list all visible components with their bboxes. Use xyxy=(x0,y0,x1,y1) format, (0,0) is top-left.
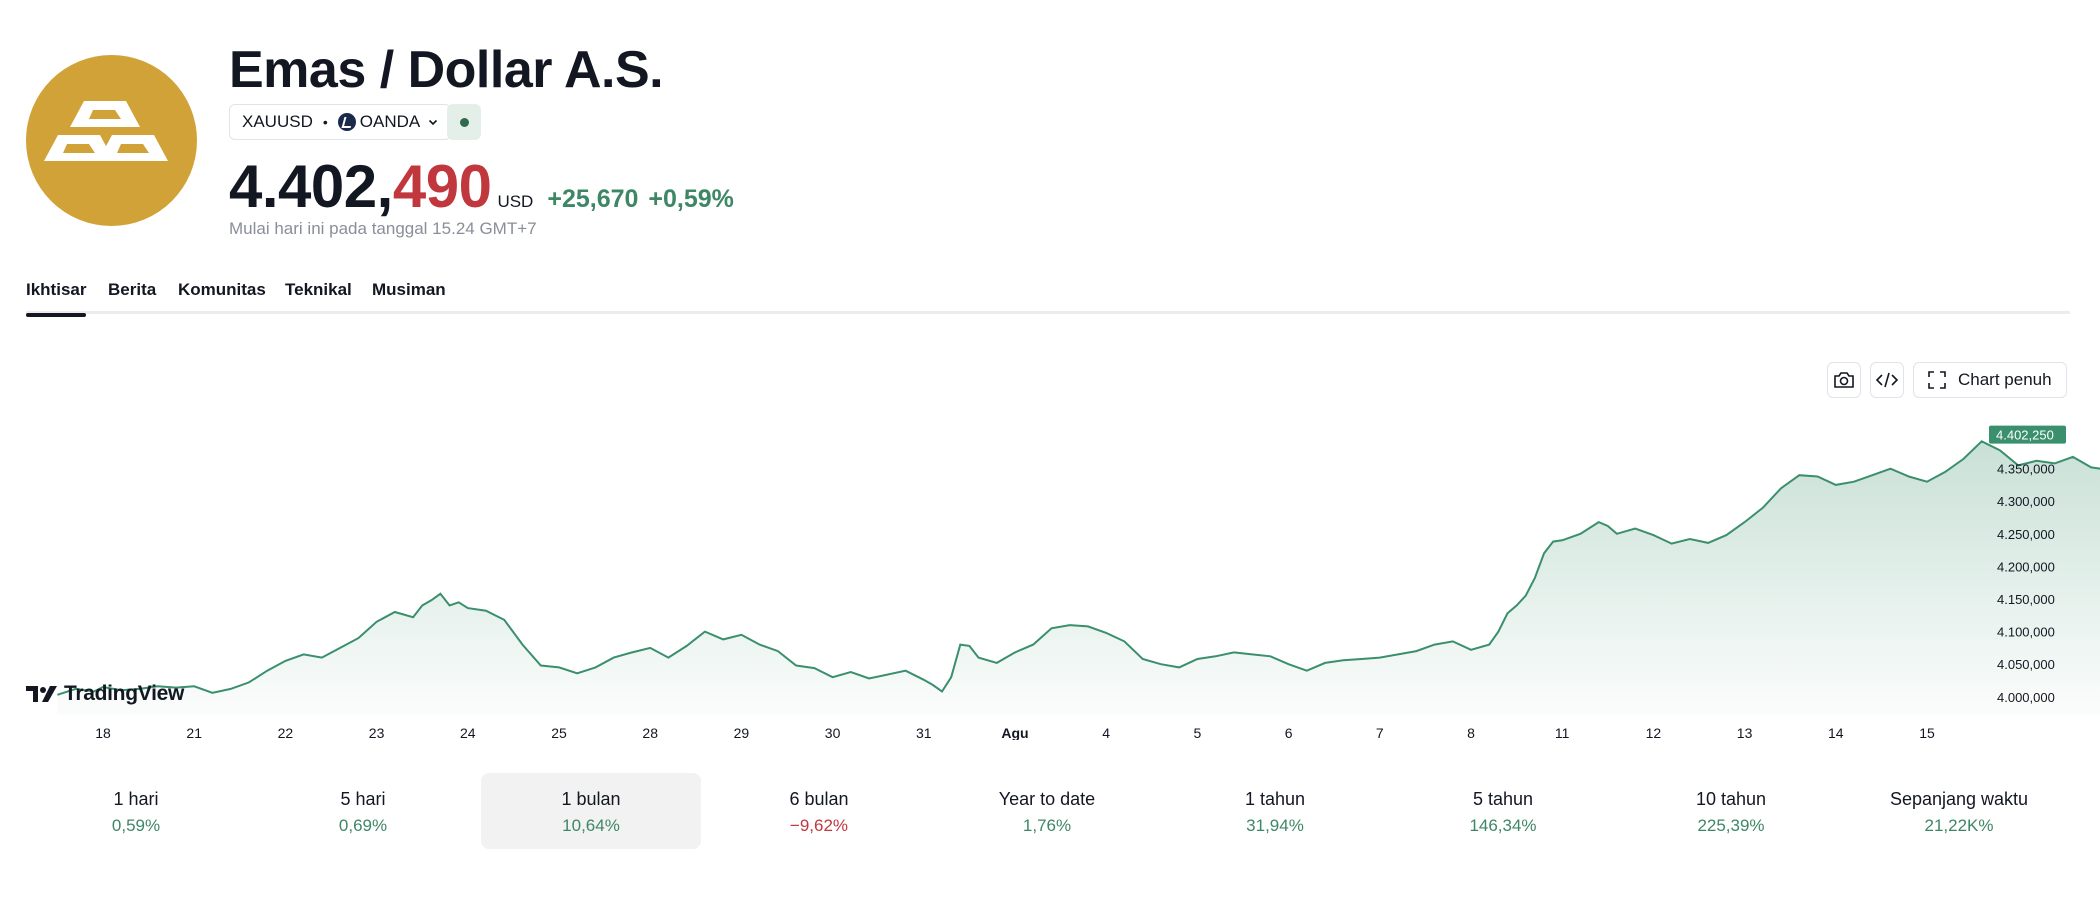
x-tick-label: 21 xyxy=(186,725,202,740)
period-return: 0,69% xyxy=(338,816,388,835)
period-performance-selector: 1 hari 0,59% 5 hari 0,69% 1 bulan 10,64%… xyxy=(26,773,2070,849)
gold-bars-logo xyxy=(26,55,197,226)
period-label: 5 tahun xyxy=(1472,789,1534,809)
period-10-year[interactable]: 10 tahun 225,39% xyxy=(1621,773,1841,849)
tab-ikhtisar[interactable]: Ikhtisar xyxy=(26,280,87,317)
last-price-tag-bg xyxy=(1989,425,2066,444)
snapshot-button[interactable] xyxy=(1827,362,1861,398)
x-tick-label: 29 xyxy=(734,725,750,740)
x-tick-label: 11 xyxy=(1555,725,1570,740)
page-title: Emas / Dollar A.S. xyxy=(229,41,664,99)
price-timestamp-note: Mulai hari ini pada tanggal 15.24 GMT+7 xyxy=(229,219,537,238)
brand-name: TradingView xyxy=(64,682,185,705)
period-return: 225,39% xyxy=(1697,816,1765,835)
x-tick-label: 25 xyxy=(551,725,567,740)
y-tick-label: 4.200,000 xyxy=(1997,559,2055,574)
tradingview-logo[interactable]: TradingView xyxy=(26,682,184,706)
x-tick-label: 12 xyxy=(1646,725,1662,740)
camera-icon xyxy=(1834,372,1854,388)
period-6-month[interactable]: 6 bulan −9,62% xyxy=(709,773,929,849)
exchange-label: OANDA xyxy=(359,112,421,131)
tab-musiman[interactable]: Musiman xyxy=(372,280,446,299)
period-5-year[interactable]: 5 tahun 146,34% xyxy=(1393,773,1613,849)
chart-area-fill xyxy=(57,441,2100,715)
fullscreen-icon xyxy=(1928,371,1946,389)
y-axis: 4.350,000 4.300,000 4.250,000 4.200,000 4.15… xyxy=(1997,462,2055,705)
period-label: Year to date xyxy=(998,789,1096,809)
period-label: 10 tahun xyxy=(1695,789,1767,809)
x-tick-label: 6 xyxy=(1285,725,1293,740)
period-all-time[interactable]: Sepanjang waktu 21,22K% xyxy=(1849,773,2069,849)
x-tick-label: 13 xyxy=(1737,725,1753,740)
y-tick-label: 4.050,000 xyxy=(1997,657,2055,672)
x-tick-label: 23 xyxy=(369,725,385,740)
section-tabs: Ikhtisar Berita Komunitas Teknikal Musim… xyxy=(26,280,2070,317)
x-tick-label: 15 xyxy=(1919,725,1935,740)
price-currency: USD xyxy=(497,192,534,211)
period-year-to-date[interactable]: Year to date 1,76% xyxy=(937,773,1157,849)
price-area-chart[interactable]: 18 21 22 23 24 25 28 29 30 31 Agu 4 5 6 7 8 11 12 13 14 15 4… xyxy=(0,410,2100,740)
chevron-down-icon xyxy=(429,119,438,126)
x-tick-label: 18 xyxy=(95,725,111,740)
gold-bars-icon xyxy=(44,101,168,161)
y-tick-label: 4.100,000 xyxy=(1997,625,2055,640)
period-return: 146,34% xyxy=(1469,816,1537,835)
tab-berita[interactable]: Berita xyxy=(108,280,157,299)
tab-teknikal[interactable]: Teknikal xyxy=(285,280,352,299)
y-tick-label: 4.000,000 xyxy=(1997,690,2055,705)
full-chart-button[interactable]: Chart penuh xyxy=(1913,362,2067,398)
market-open-dot-icon xyxy=(459,117,469,127)
y-tick-label: 4.150,000 xyxy=(1997,592,2055,607)
last-price-tag: 4.402,250 xyxy=(1989,425,2066,444)
period-label: 1 hari xyxy=(113,789,159,809)
period-label: 1 tahun xyxy=(1244,789,1306,809)
period-label: 1 bulan xyxy=(561,789,621,809)
price-change-percent: +0,59% xyxy=(648,185,734,213)
x-tick-label: 22 xyxy=(278,725,294,740)
period-5-day[interactable]: 5 hari 0,69% xyxy=(253,773,473,849)
embed-code-button[interactable] xyxy=(1870,362,1904,398)
chart-series-line xyxy=(57,440,2100,696)
period-return: 0,59% xyxy=(111,816,161,835)
code-icon xyxy=(1875,372,1899,388)
full-chart-label: Chart penuh xyxy=(1958,370,2052,389)
period-return: 10,64% xyxy=(562,816,620,835)
tab-komunitas[interactable]: Komunitas xyxy=(178,280,266,299)
x-tick-label: 4 xyxy=(1102,725,1110,740)
price-change: +25,670 xyxy=(547,185,639,213)
price-tail: 490 xyxy=(392,153,492,220)
symbol-exchange-selector[interactable]: XAUUSD • OANDA xyxy=(229,104,452,140)
y-tick-label: 4.300,000 xyxy=(1997,494,2055,509)
period-label: 6 bulan xyxy=(789,789,849,809)
period-label: 5 hari xyxy=(340,789,386,809)
period-1-month[interactable]: 1 bulan 10,64% xyxy=(481,773,701,849)
x-tick-label: 31 xyxy=(916,725,932,740)
x-tick-label: 30 xyxy=(825,725,841,740)
x-tick-label: 24 xyxy=(460,725,476,740)
period-label: Sepanjang waktu xyxy=(1889,789,2029,809)
price-row: 4.402, 490 USD +25,670 +0,59% xyxy=(229,152,734,221)
market-status-badge[interactable] xyxy=(447,104,481,140)
x-tick-label: 5 xyxy=(1194,725,1202,740)
period-return: 21,22K% xyxy=(1924,816,1994,835)
period-1-year[interactable]: 1 tahun 31,94% xyxy=(1165,773,1385,849)
tradingview-icon xyxy=(26,686,57,702)
period-1-day[interactable]: 1 hari 0,59% xyxy=(26,773,246,849)
y-tick-label: 4.350,000 xyxy=(1997,462,2055,477)
x-axis: 18 21 22 23 24 25 28 29 30 31 Agu 4 5 6 7 8 11 12 13 14 15 xyxy=(95,725,1935,740)
x-tick-label: 8 xyxy=(1467,725,1475,740)
x-tick-label: 7 xyxy=(1376,725,1384,740)
x-tick-label: 14 xyxy=(1828,725,1844,740)
period-return: 31,94% xyxy=(1246,816,1304,835)
period-return: 1,76% xyxy=(1022,816,1072,835)
x-tick-label: Agu xyxy=(1001,725,1028,740)
period-return: −9,62% xyxy=(789,816,849,835)
y-tick-label: 4.250,000 xyxy=(1997,527,2055,542)
last-price-label: 4.402,250 xyxy=(1996,428,2054,443)
x-tick-label: 28 xyxy=(642,725,658,740)
oanda-icon xyxy=(337,113,356,131)
price-main: 4.402, xyxy=(229,153,393,220)
symbol-label: XAUUSD xyxy=(242,112,313,131)
symbol-separator: • xyxy=(322,114,328,130)
